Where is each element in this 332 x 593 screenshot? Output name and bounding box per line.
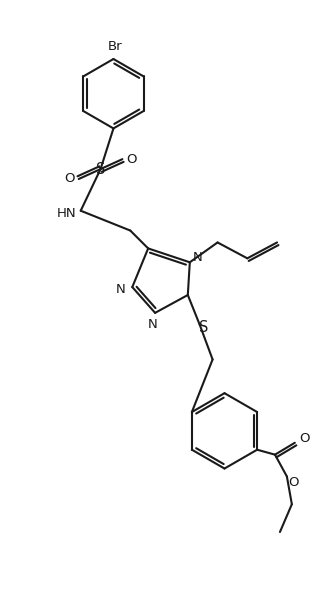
Text: N: N (193, 251, 203, 264)
Text: N: N (116, 282, 125, 295)
Text: HN: HN (57, 207, 77, 220)
Text: O: O (64, 173, 75, 186)
Text: Br: Br (108, 40, 123, 53)
Text: N: N (148, 318, 158, 331)
Text: O: O (126, 152, 136, 165)
Text: O: O (289, 476, 299, 489)
Text: S: S (199, 320, 208, 335)
Text: O: O (299, 432, 310, 445)
Text: S: S (96, 161, 105, 177)
